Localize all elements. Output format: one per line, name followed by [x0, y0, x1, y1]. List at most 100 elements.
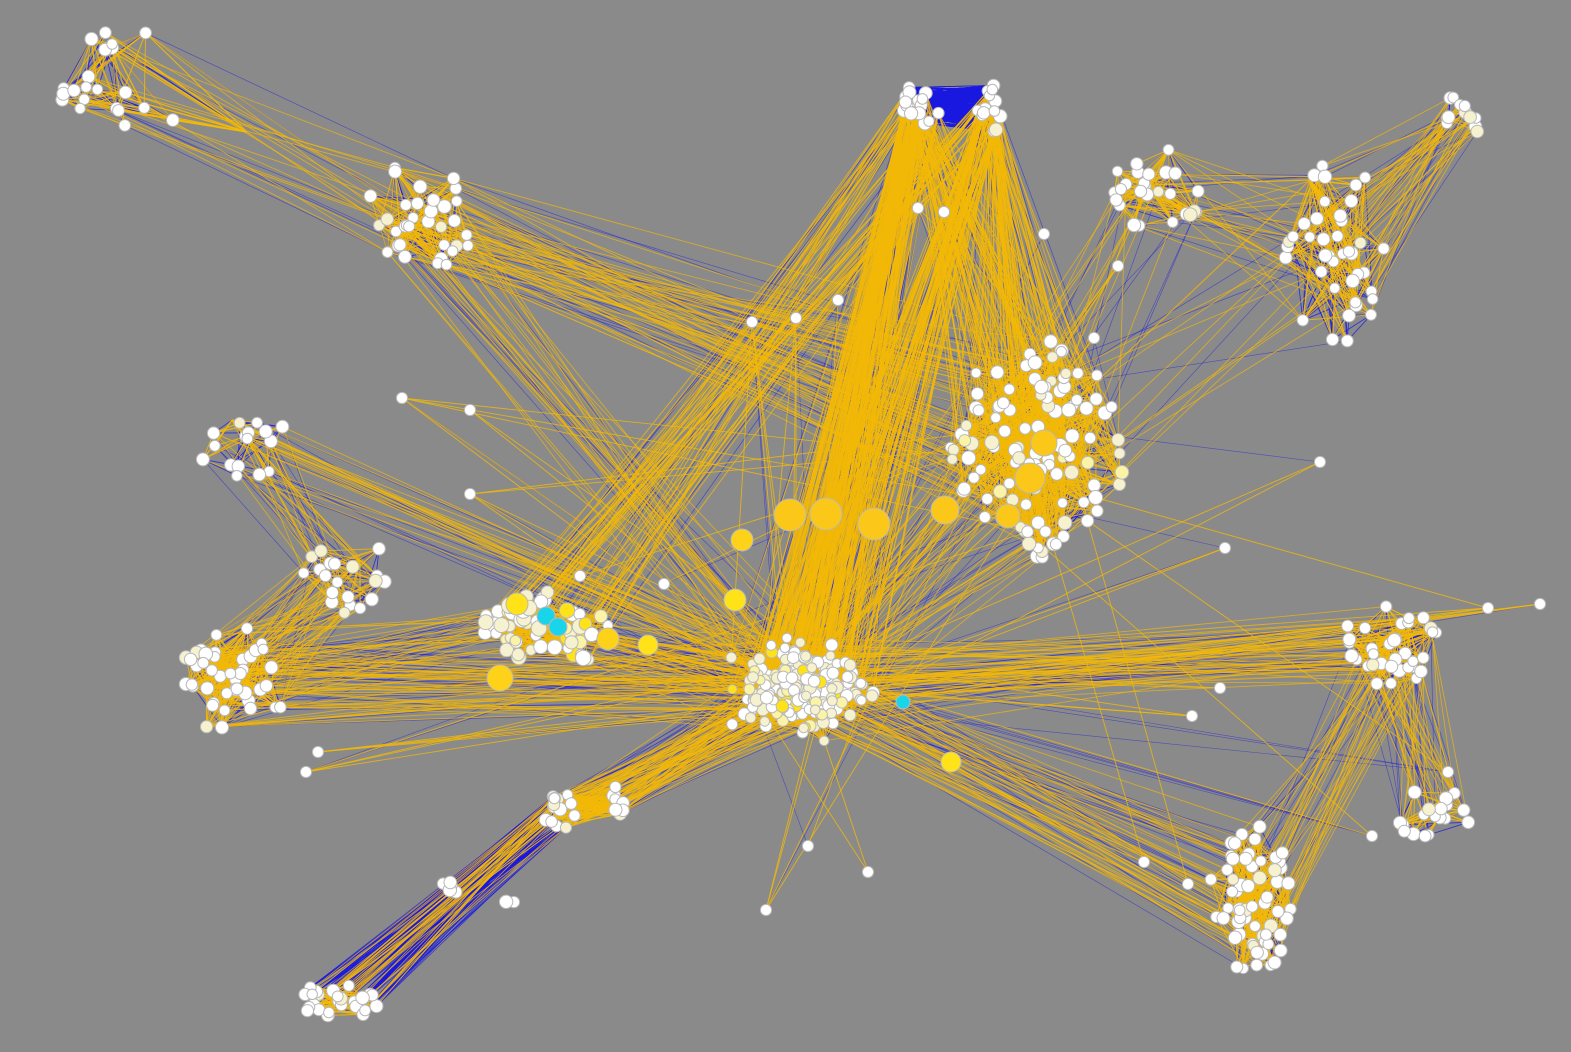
- graph-node[interactable]: [775, 699, 789, 713]
- graph-node[interactable]: [1228, 836, 1242, 851]
- gold-hub-13[interactable]: [723, 588, 747, 612]
- graph-node[interactable]: [1049, 538, 1063, 551]
- graph-node[interactable]: [74, 102, 86, 115]
- graph-node[interactable]: [233, 416, 246, 429]
- graph-node[interactable]: [1089, 392, 1103, 406]
- graph-node[interactable]: [831, 293, 845, 307]
- gold-hub-10[interactable]: [505, 592, 529, 616]
- graph-node[interactable]: [1226, 885, 1239, 898]
- cyan-node-3[interactable]: [895, 694, 911, 710]
- graph-node[interactable]: [251, 416, 264, 429]
- graph-node[interactable]: [331, 576, 344, 588]
- graph-node[interactable]: [1273, 927, 1288, 942]
- graph-node[interactable]: [1340, 334, 1354, 348]
- graph-node[interactable]: [1233, 904, 1246, 917]
- gold-hub-14[interactable]: [940, 751, 962, 773]
- graph-node[interactable]: [1354, 236, 1367, 250]
- graph-node[interactable]: [1034, 379, 1049, 395]
- graph-node[interactable]: [1114, 183, 1128, 196]
- graph-node[interactable]: [1407, 785, 1422, 800]
- graph-node[interactable]: [725, 651, 738, 664]
- graph-node[interactable]: [800, 650, 812, 662]
- graph-node[interactable]: [978, 510, 992, 524]
- graph-node[interactable]: [1166, 216, 1179, 229]
- graph-node[interactable]: [759, 690, 774, 705]
- graph-node[interactable]: [533, 639, 549, 655]
- graph-node[interactable]: [1164, 187, 1177, 200]
- graph-node[interactable]: [106, 38, 118, 50]
- graph-node[interactable]: [1061, 402, 1077, 418]
- graph-node[interactable]: [1461, 815, 1476, 830]
- graph-node[interactable]: [1012, 451, 1026, 465]
- graph-node[interactable]: [1241, 879, 1256, 893]
- graph-node[interactable]: [1342, 308, 1356, 323]
- graph-node[interactable]: [462, 239, 474, 252]
- graph-node[interactable]: [1349, 296, 1362, 309]
- graph-node[interactable]: [1414, 664, 1428, 679]
- graph-node[interactable]: [423, 204, 439, 219]
- graph-node[interactable]: [413, 179, 428, 194]
- graph-node[interactable]: [1370, 677, 1384, 691]
- gold-hub-5[interactable]: [730, 528, 754, 552]
- graph-node[interactable]: [781, 632, 793, 644]
- graph-node[interactable]: [437, 199, 452, 214]
- graph-node[interactable]: [1260, 890, 1274, 904]
- graph-node[interactable]: [241, 432, 254, 445]
- graph-node[interactable]: [380, 212, 394, 226]
- graph-node[interactable]: [403, 220, 416, 233]
- graph-node[interactable]: [328, 557, 342, 571]
- graph-node[interactable]: [1387, 633, 1402, 648]
- graph-node[interactable]: [986, 83, 999, 96]
- graph-node[interactable]: [80, 81, 92, 93]
- gold-hub-11[interactable]: [596, 627, 620, 651]
- graph-node[interactable]: [1342, 632, 1357, 647]
- graph-node[interactable]: [252, 467, 267, 482]
- graph-node[interactable]: [1183, 207, 1198, 222]
- graph-node[interactable]: [319, 569, 332, 583]
- graph-node[interactable]: [1057, 530, 1070, 543]
- graph-node[interactable]: [1027, 355, 1043, 371]
- graph-node[interactable]: [1162, 143, 1175, 156]
- graph-node[interactable]: [843, 708, 857, 722]
- graph-node[interactable]: [1071, 367, 1084, 380]
- graph-node[interactable]: [460, 229, 473, 241]
- graph-node[interactable]: [1458, 99, 1471, 113]
- graph-node[interactable]: [230, 682, 244, 696]
- graph-node[interactable]: [745, 712, 757, 724]
- graph-node[interactable]: [1463, 110, 1477, 124]
- graph-node[interactable]: [798, 722, 809, 734]
- graph-node[interactable]: [231, 470, 243, 482]
- graph-node[interactable]: [843, 658, 857, 672]
- graph-node[interactable]: [183, 652, 198, 667]
- graph-node[interactable]: [1397, 824, 1411, 838]
- graph-node[interactable]: [1091, 369, 1103, 382]
- graph-node[interactable]: [807, 674, 821, 688]
- graph-node[interactable]: [1345, 273, 1360, 289]
- graph-node[interactable]: [240, 622, 254, 635]
- graph-node[interactable]: [1055, 346, 1067, 358]
- graph-node[interactable]: [1218, 541, 1232, 555]
- graph-node[interactable]: [990, 365, 1005, 380]
- graph-node[interactable]: [1249, 920, 1261, 933]
- graph-node[interactable]: [200, 681, 215, 696]
- graph-node[interactable]: [992, 484, 1008, 499]
- graph-node[interactable]: [311, 745, 325, 759]
- graph-node[interactable]: [1003, 477, 1016, 490]
- graph-node[interactable]: [1377, 242, 1390, 255]
- graph-node[interactable]: [1246, 900, 1259, 913]
- graph-node[interactable]: [325, 586, 339, 600]
- gold-hub-8[interactable]: [995, 503, 1021, 529]
- graph-node[interactable]: [363, 189, 378, 203]
- graph-node[interactable]: [463, 487, 477, 501]
- graph-node[interactable]: [1470, 124, 1485, 139]
- graph-node[interactable]: [1281, 876, 1296, 891]
- graph-node[interactable]: [785, 671, 799, 685]
- graph-node[interactable]: [1441, 765, 1455, 779]
- graph-node[interactable]: [81, 69, 96, 84]
- graph-node[interactable]: [1344, 194, 1359, 208]
- graph-node[interactable]: [440, 258, 453, 271]
- graph-node[interactable]: [1225, 851, 1240, 866]
- graph-node[interactable]: [1422, 802, 1436, 817]
- graph-node[interactable]: [559, 821, 573, 834]
- graph-node[interactable]: [368, 573, 383, 589]
